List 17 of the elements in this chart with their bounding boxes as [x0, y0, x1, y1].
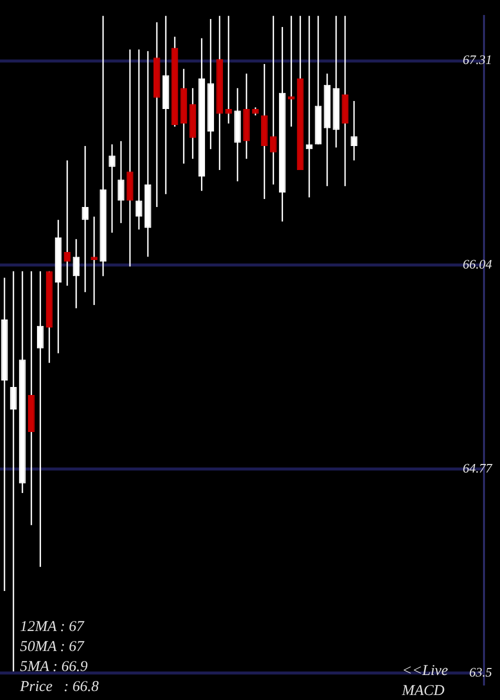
y-tick-label: 67.31	[462, 52, 492, 68]
y-tick-label: 64.77	[462, 460, 492, 476]
annotation: 5MA : 66.9	[20, 658, 88, 676]
y-tick-label: 63.5	[469, 664, 492, 680]
candlestick	[36, 271, 44, 567]
annotation: <<Live	[402, 662, 448, 680]
annotation: Price : 66.8	[20, 678, 99, 696]
candlestick	[270, 16, 277, 185]
candlestick	[288, 16, 295, 127]
candlestick	[28, 271, 35, 526]
candlestick	[64, 160, 71, 286]
y-tick-label: 66.04	[462, 256, 492, 272]
annotation: MACD	[402, 682, 444, 700]
annotation: 12MA : 67	[20, 618, 84, 636]
candlestick	[162, 16, 170, 194]
candlestick	[82, 146, 89, 292]
annotation: 50MA : 67	[20, 638, 84, 656]
